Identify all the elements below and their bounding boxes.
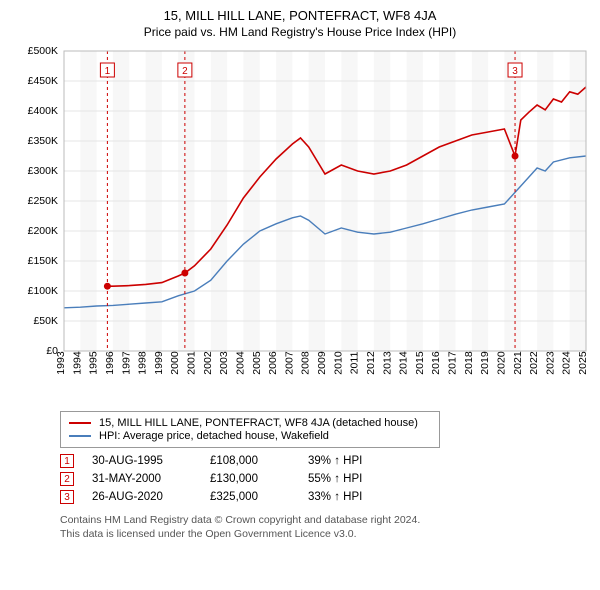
page-title: 15, MILL HILL LANE, PONTEFRACT, WF8 4JA [10,8,590,23]
footer-line1: Contains HM Land Registry data © Crown c… [60,514,590,528]
svg-text:2010: 2010 [332,351,344,375]
event-pct: 55% ↑ HPI [308,473,398,485]
legend-item: HPI: Average price, detached house, Wake… [69,430,431,442]
svg-text:2008: 2008 [300,351,312,375]
svg-text:£200K: £200K [28,225,58,237]
legend-label: 15, MILL HILL LANE, PONTEFRACT, WF8 4JA … [99,417,418,429]
event-price: £130,000 [210,473,290,485]
event-pct: 39% ↑ HPI [308,455,398,467]
svg-text:2004: 2004 [234,351,246,375]
svg-text:2001: 2001 [186,351,198,375]
svg-text:1: 1 [105,66,111,77]
event-marker-icon: 3 [60,490,74,504]
svg-text:3: 3 [512,66,518,77]
svg-text:2016: 2016 [430,351,442,375]
event-price: £325,000 [210,491,290,503]
svg-text:2024: 2024 [561,351,573,375]
svg-text:2015: 2015 [414,351,426,375]
event-marker-icon: 1 [60,454,74,468]
event-row: 1 30-AUG-1995 £108,000 39% ↑ HPI [60,454,590,468]
legend-swatch [69,435,91,437]
svg-text:2025: 2025 [577,351,589,375]
svg-text:2023: 2023 [544,351,556,375]
svg-text:£350K: £350K [28,135,58,147]
svg-text:1996: 1996 [104,351,116,375]
legend-label: HPI: Average price, detached house, Wake… [99,430,329,442]
svg-text:2017: 2017 [447,351,459,375]
legend: 15, MILL HILL LANE, PONTEFRACT, WF8 4JA … [60,411,440,448]
svg-text:2020: 2020 [495,351,507,375]
svg-text:1993: 1993 [55,351,67,375]
event-row: 3 26-AUG-2020 £325,000 33% ↑ HPI [60,490,590,504]
event-pct: 33% ↑ HPI [308,491,398,503]
price-chart: £0£50K£100K£150K£200K£250K£300K£350K£400… [10,45,590,405]
event-date: 26-AUG-2020 [92,491,192,503]
legend-item: 15, MILL HILL LANE, PONTEFRACT, WF8 4JA … [69,417,431,429]
svg-text:2018: 2018 [463,351,475,375]
events-table: 1 30-AUG-1995 £108,000 39% ↑ HPI 2 31-MAY-200… [60,454,590,504]
legend-swatch [69,422,91,424]
event-date: 30-AUG-1995 [92,455,192,467]
svg-text:£100K: £100K [28,285,58,297]
event-marker-icon: 2 [60,472,74,486]
event-date: 31-MAY-2000 [92,473,192,485]
svg-text:1997: 1997 [120,351,132,375]
svg-text:2013: 2013 [381,351,393,375]
svg-text:£150K: £150K [28,255,58,267]
svg-text:2012: 2012 [365,351,377,375]
event-row: 2 31-MAY-2000 £130,000 55% ↑ HPI [60,472,590,486]
svg-text:2006: 2006 [267,351,279,375]
event-price: £108,000 [210,455,290,467]
svg-text:2002: 2002 [202,351,214,375]
footer-attribution: Contains HM Land Registry data © Crown c… [60,514,590,541]
svg-text:2022: 2022 [528,351,540,375]
svg-text:2: 2 [182,66,188,77]
svg-text:2000: 2000 [169,351,181,375]
svg-text:£250K: £250K [28,195,58,207]
svg-text:2019: 2019 [479,351,491,375]
svg-text:2011: 2011 [349,352,361,375]
svg-text:2005: 2005 [251,351,263,375]
svg-text:1995: 1995 [88,351,100,375]
svg-text:£50K: £50K [33,315,58,327]
svg-text:2007: 2007 [283,351,295,375]
svg-text:2009: 2009 [316,351,328,375]
svg-text:2014: 2014 [398,351,410,375]
svg-text:£450K: £450K [28,75,58,87]
svg-text:1999: 1999 [153,351,165,375]
svg-text:1998: 1998 [137,351,149,375]
svg-text:1994: 1994 [71,351,83,375]
svg-text:2003: 2003 [218,351,230,375]
svg-text:£500K: £500K [28,45,58,57]
chart-svg: £0£50K£100K£150K£200K£250K£300K£350K£400… [10,45,590,405]
svg-text:2021: 2021 [512,351,524,375]
svg-text:£400K: £400K [28,105,58,117]
footer-line2: This data is licensed under the Open Gov… [60,528,590,542]
page-subtitle: Price paid vs. HM Land Registry's House … [10,25,590,39]
svg-text:£300K: £300K [28,165,58,177]
